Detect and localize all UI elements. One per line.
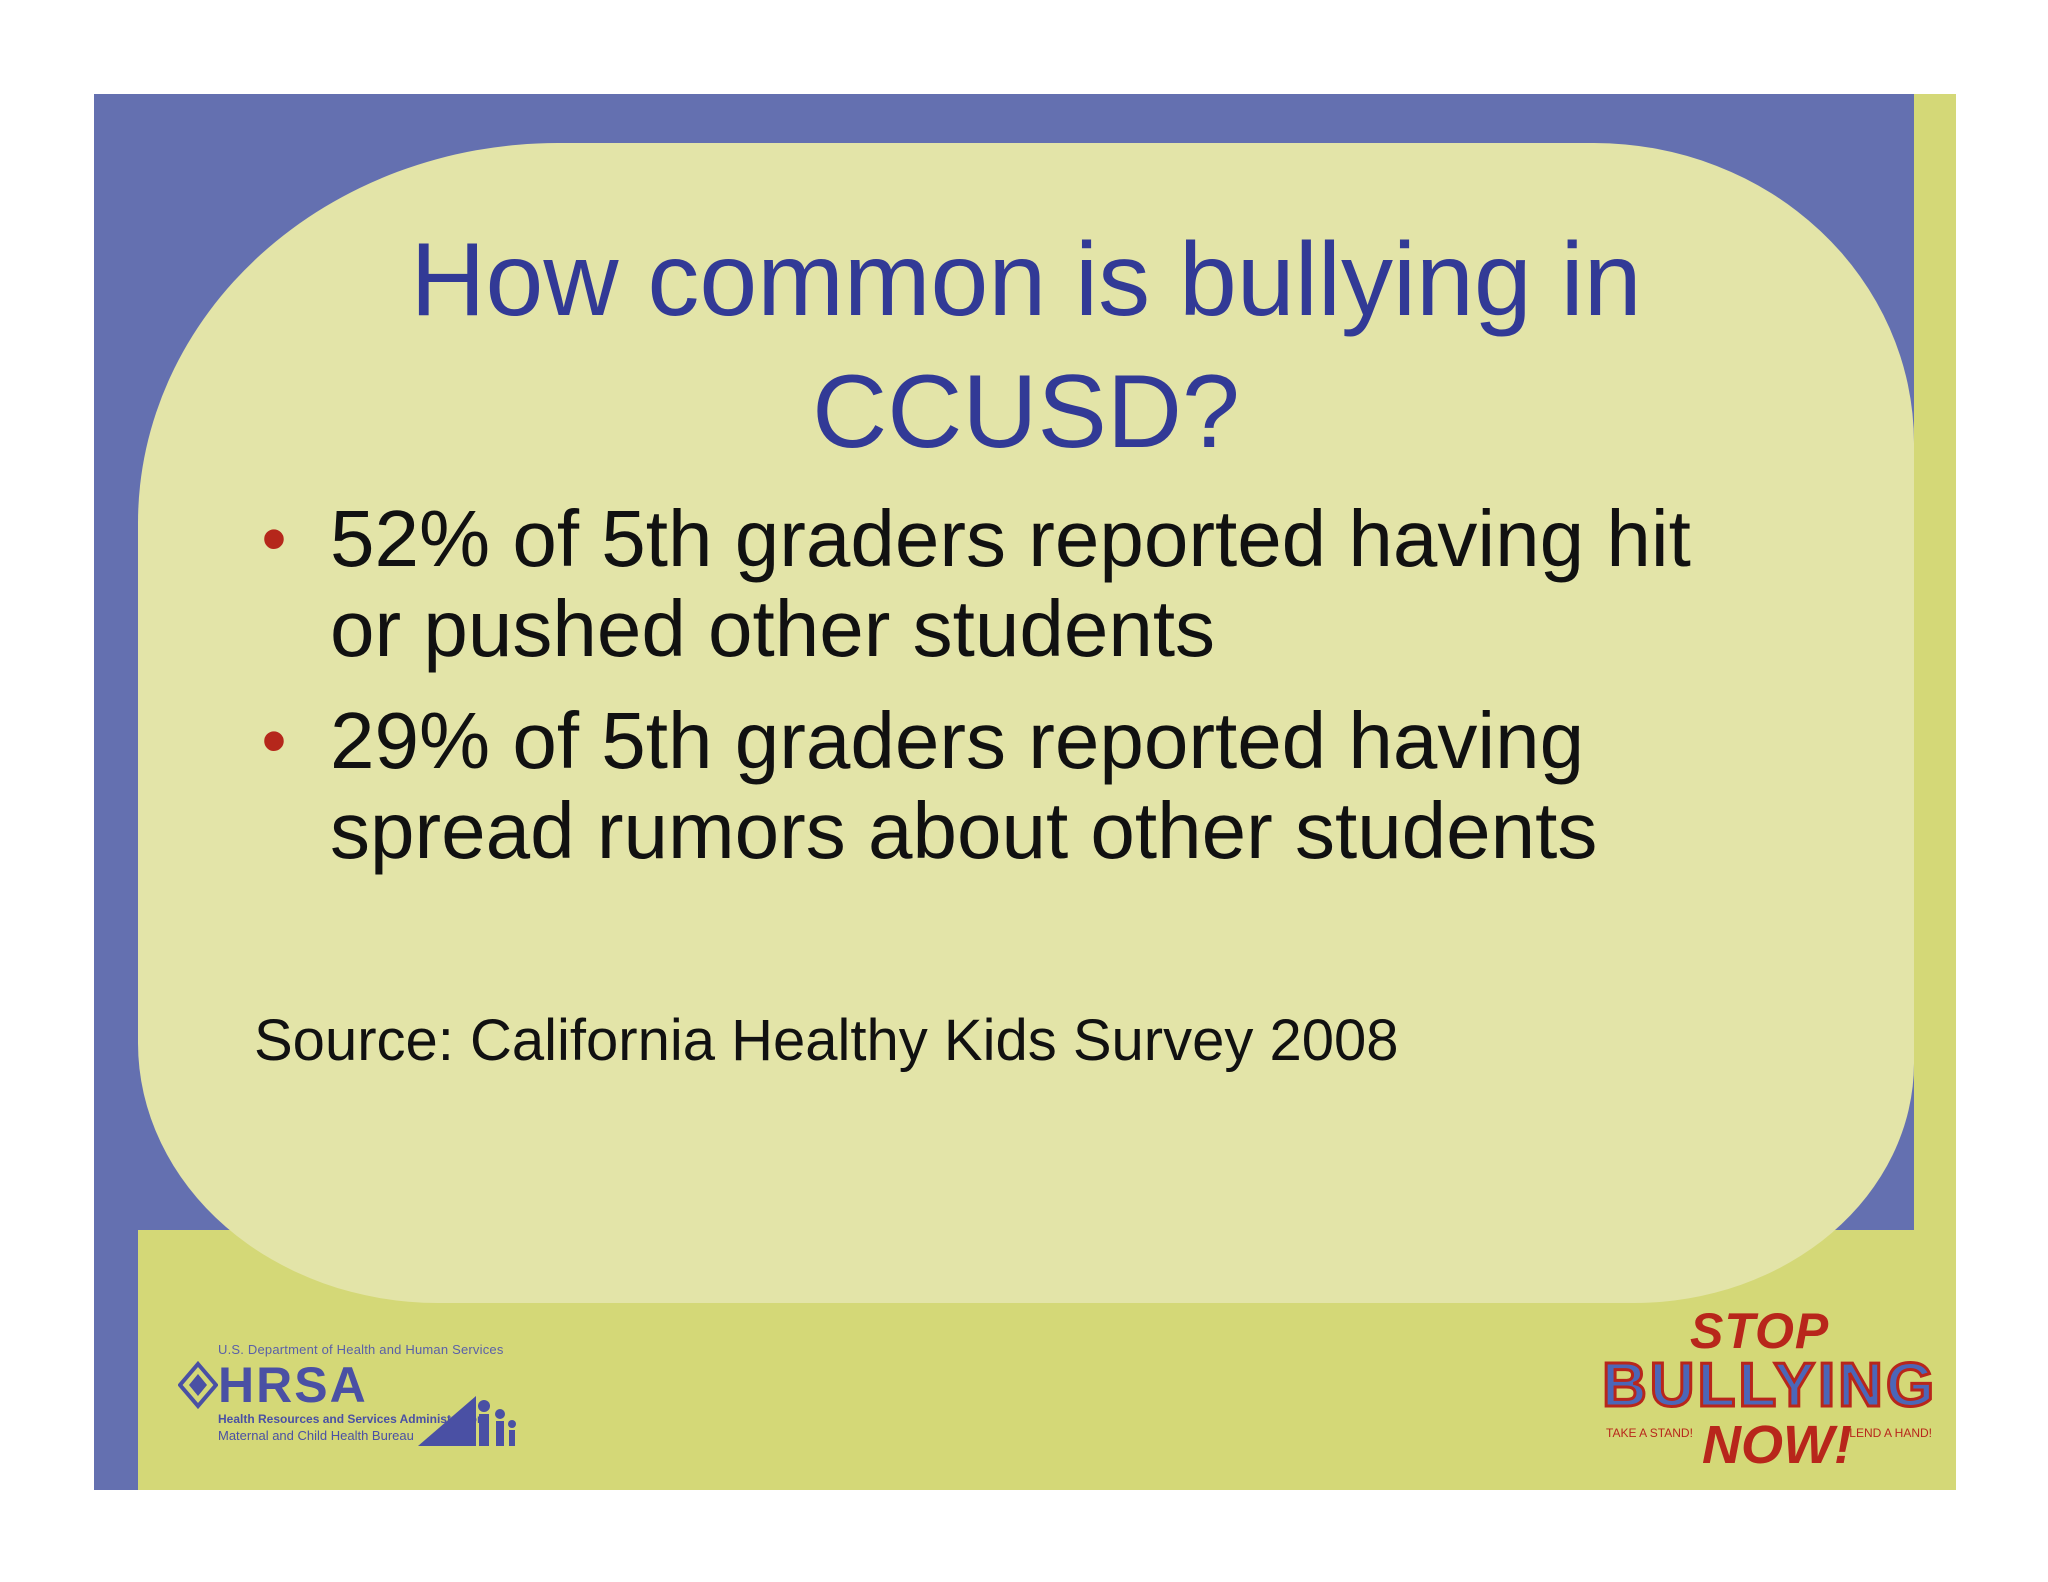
hrsa-subtitle: Health Resources and Services Administra… [218, 1412, 485, 1426]
bullet-text-line: 52% of 5th graders reported having hit [330, 494, 1691, 583]
people-icon [418, 1396, 516, 1446]
bullet-item: • 52% of 5th graders reported having hit… [244, 494, 1844, 674]
sbn-now-text: NOW! [1702, 1415, 1852, 1475]
stop-bullying-now-logo: STOP BULLYING TAKE A STAND! NOW! LEND A … [1601, 1302, 1938, 1475]
hrsa-logo: U.S. Department of Health and Human Serv… [178, 1342, 558, 1452]
hrsa-bureau: Maternal and Child Health Bureau [218, 1428, 414, 1443]
hrsa-dept-text: U.S. Department of Health and Human Serv… [218, 1342, 504, 1357]
bullet-text-line: or pushed other students [330, 584, 1216, 673]
bullet-list: • 52% of 5th graders reported having hit… [244, 494, 1844, 898]
hrsa-wordmark: HRSA [218, 1357, 368, 1413]
title-line-1: How common is bullying in [410, 222, 1642, 338]
source-citation: Source: California Healthy Kids Survey 2… [254, 1008, 1399, 1073]
sbn-right-tag: LEND A HAND! [1849, 1426, 1932, 1440]
bullet-icon: • [261, 701, 287, 781]
bullet-icon: • [261, 499, 287, 579]
bullet-item: • 29% of 5th graders reported having spr… [244, 696, 1844, 876]
hrsa-diamond-icon [178, 1360, 218, 1410]
bullet-text-line: spread rumors about other students [330, 786, 1598, 875]
sbn-stop-text: STOP [1690, 1303, 1830, 1359]
sbn-bullying-text: BULLYING [1601, 1350, 1938, 1422]
slide-title: How common is bullying in CCUSD? [138, 214, 1914, 478]
content-panel [138, 143, 1914, 1303]
bullet-text-line: 29% of 5th graders reported having [330, 696, 1585, 785]
slide: How common is bullying in CCUSD? • 52% o… [94, 94, 1956, 1490]
sbn-left-tag: TAKE A STAND! [1606, 1426, 1693, 1440]
title-line-2: CCUSD? [812, 354, 1240, 470]
